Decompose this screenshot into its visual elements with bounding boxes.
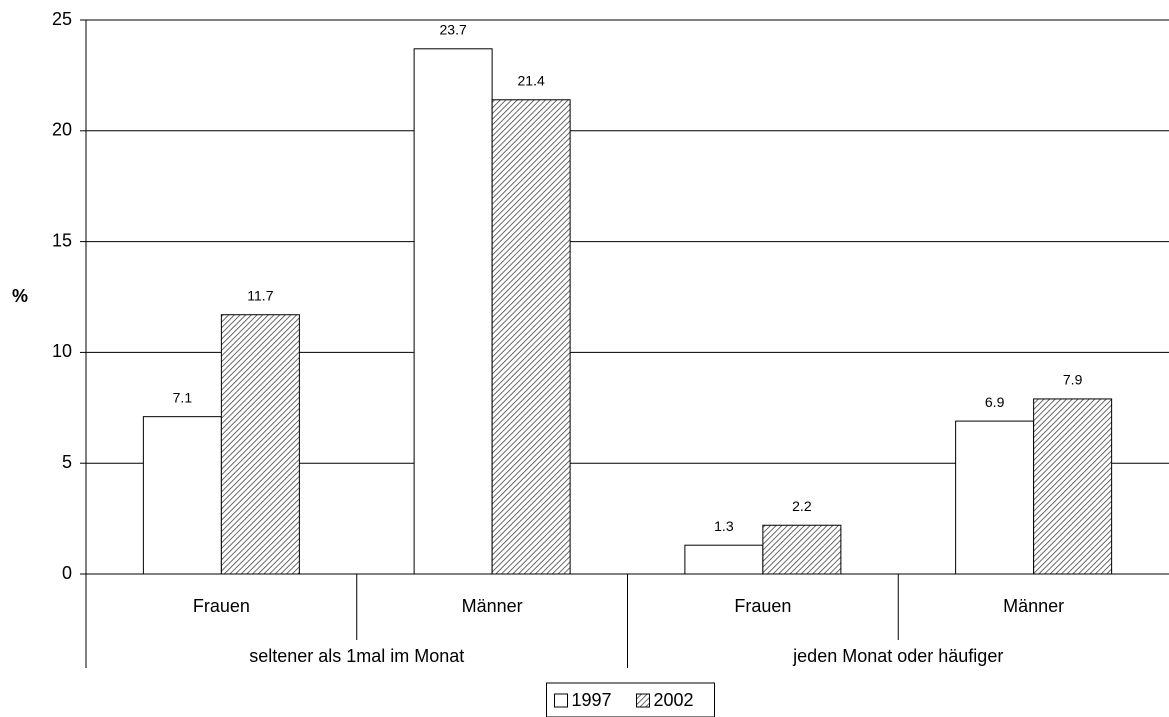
legend-box	[546, 682, 715, 717]
bar	[684, 544, 764, 575]
group-label: seltener als 1mal im Monat	[249, 646, 464, 666]
value-label: 1.3	[714, 518, 734, 534]
x-tick-label: Männer	[462, 596, 523, 616]
group-label: jeden Monat oder häufiger	[792, 646, 1003, 666]
y-tick-label: 5	[62, 452, 72, 472]
value-label: 11.7	[247, 287, 273, 303]
bar	[413, 48, 493, 575]
y-tick-label: 15	[52, 230, 72, 250]
value-label: 7.9	[1063, 372, 1083, 388]
y-tick-label: 20	[52, 120, 72, 140]
bar	[491, 99, 571, 575]
y-tick-label: 10	[52, 341, 72, 361]
bar	[955, 420, 1035, 575]
value-label: 21.4	[518, 72, 545, 88]
value-label: 6.9	[985, 394, 1005, 410]
bar	[1033, 398, 1113, 575]
legend-label: 2002	[654, 690, 694, 710]
y-tick-label: 0	[62, 563, 72, 583]
bar	[220, 314, 300, 575]
legend-swatch	[554, 693, 568, 708]
x-tick-label: Frauen	[193, 596, 250, 616]
bar	[142, 416, 222, 575]
value-label: 2.2	[792, 498, 812, 514]
y-axis-label: %	[12, 286, 28, 306]
x-tick-label: Frauen	[734, 596, 791, 616]
bar	[762, 524, 842, 575]
legend-swatch	[636, 693, 650, 708]
legend-label: 1997	[572, 690, 612, 710]
x-tick-label: Männer	[1003, 596, 1064, 616]
value-label: 23.7	[440, 22, 467, 38]
value-label: 7.1	[173, 389, 193, 405]
y-tick-label: 25	[52, 9, 72, 29]
